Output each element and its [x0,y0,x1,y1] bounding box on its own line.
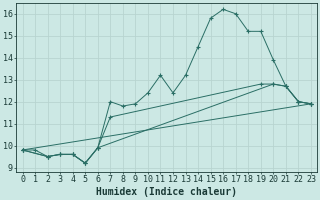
X-axis label: Humidex (Indice chaleur): Humidex (Indice chaleur) [96,187,237,197]
